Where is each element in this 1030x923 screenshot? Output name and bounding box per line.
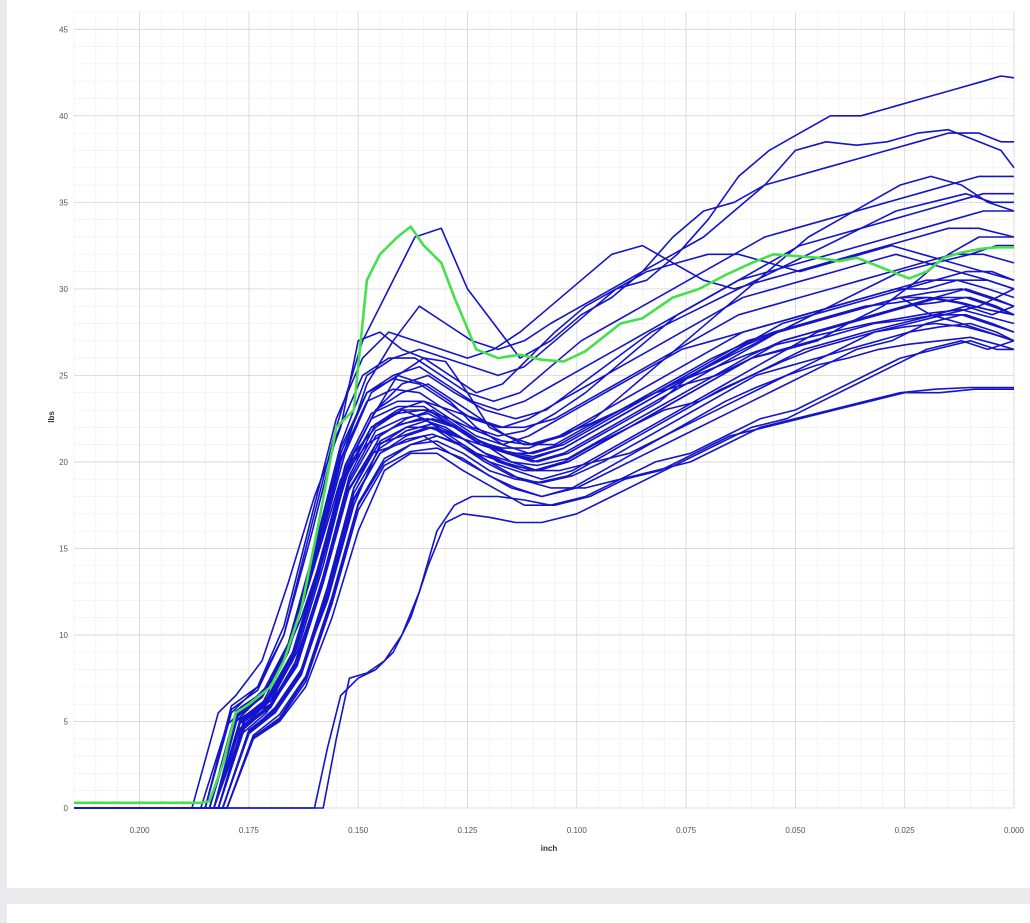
x-axis-ticks: 0.200 0.175 0.150 0.125 0.100 0.075 0.050 0.025…: [130, 826, 1025, 835]
series-line: [74, 388, 1014, 809]
series-line: [74, 339, 1015, 809]
series-line: [74, 296, 1015, 809]
highlight-series-line: [74, 225, 1014, 805]
x-tick-label: 0.025: [895, 826, 916, 835]
y-tick-label: 40: [59, 112, 68, 121]
x-tick-label: 0.150: [348, 826, 369, 835]
series-line: [74, 132, 1014, 809]
series-line: [74, 313, 1015, 809]
series-lines: [74, 75, 1015, 809]
y-tick-label: 10: [59, 631, 68, 640]
x-tick-label: 0.200: [130, 826, 151, 835]
series-line: [74, 175, 1015, 809]
y-axis-ticks: 0 5 10 15 20 25 30 35 40 45: [59, 25, 68, 813]
series-line: [74, 279, 1015, 809]
y-tick-label: 5: [64, 717, 69, 726]
next-card: [7, 904, 1030, 923]
series-line: [74, 339, 1014, 809]
series-line: [74, 128, 1015, 809]
x-tick-label: 0.100: [567, 826, 588, 835]
series-line: [74, 308, 1015, 809]
x-tick-label: 0.075: [676, 826, 697, 835]
y-tick-label: 15: [59, 544, 68, 553]
y-tick-label: 30: [59, 285, 68, 294]
series-line: [74, 227, 1015, 809]
y-tick-label: 35: [59, 198, 68, 207]
series-line: [74, 296, 1015, 809]
x-tick-label: 0.125: [457, 826, 478, 835]
y-axis-title: lbs: [47, 411, 56, 423]
x-tick-label: 0.000: [1004, 826, 1025, 835]
highlight-series: [74, 225, 1014, 805]
series-line: [74, 322, 1015, 809]
x-tick-label: 0.050: [785, 826, 806, 835]
y-tick-label: 0: [64, 804, 69, 813]
y-tick-label: 45: [59, 25, 68, 34]
series-line: [74, 322, 1015, 809]
y-tick-label: 25: [59, 371, 68, 380]
series-line: [74, 313, 1015, 809]
series-line: [74, 336, 1015, 809]
x-axis-title: inch: [541, 844, 558, 853]
series-line: [74, 296, 1015, 809]
series-line: [74, 296, 1015, 809]
y-tick-label: 20: [59, 458, 68, 467]
series-line: [74, 210, 1014, 809]
chart-card: 0 5 10 15 20 25 30 35 40 45 0.200 0.175 0.150 0.125 0…: [7, 0, 1030, 888]
series-line: [74, 192, 1014, 809]
series-line: [74, 305, 1015, 809]
x-tick-label: 0.175: [239, 826, 260, 835]
series-line: [74, 296, 1015, 809]
series-line: [74, 175, 1014, 809]
